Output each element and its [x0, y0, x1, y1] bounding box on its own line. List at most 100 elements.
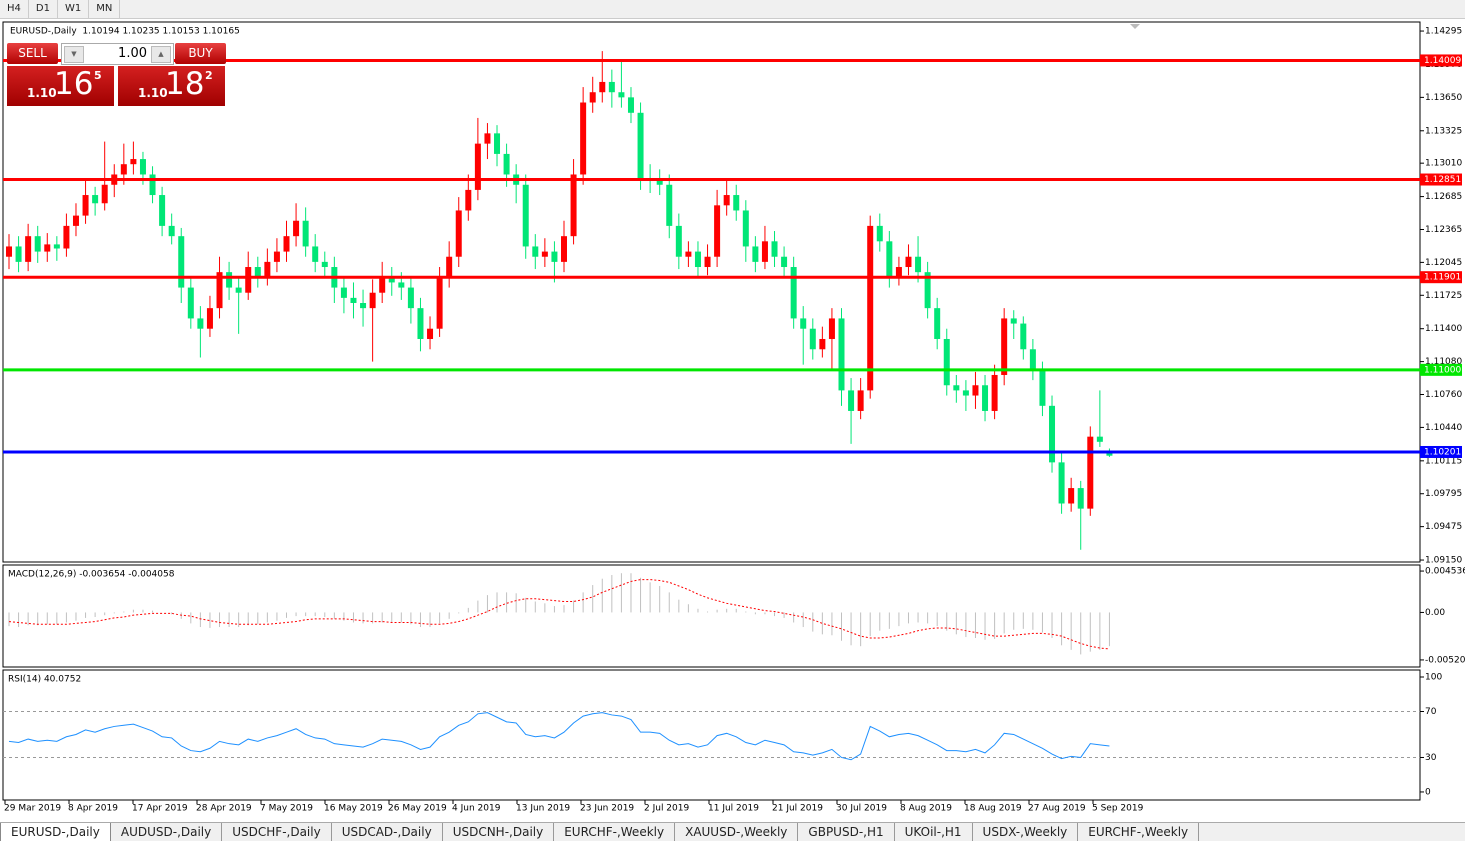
chart-tab[interactable]: EURCHF-,Weekly [1078, 823, 1200, 841]
lot-down[interactable]: ▼ [64, 46, 84, 63]
candle-body [800, 318, 807, 329]
price-pips: 16 [54, 66, 94, 102]
level-label: 1.12851 [1424, 175, 1461, 185]
chart-tab[interactable]: USDX-,Weekly [973, 823, 1079, 841]
candle-body [1077, 488, 1084, 509]
level-label-box [1420, 445, 1462, 458]
level-label: 1.14009 [1424, 56, 1461, 66]
candle-body [905, 256, 912, 268]
candle-body [293, 220, 300, 237]
x-tick-label: 8 Apr 2019 [68, 804, 118, 814]
candle-body [350, 297, 357, 304]
candle-body [886, 241, 893, 278]
timeframe-button[interactable]: D1 [29, 0, 58, 18]
level-label-box [1420, 54, 1462, 67]
candle-body [474, 143, 481, 190]
candle-body [216, 272, 223, 309]
chart-tab[interactable]: USDCNH-,Daily [443, 823, 555, 841]
lot-value: 1.00 [118, 46, 147, 61]
rsi-line [8, 712, 1110, 761]
candle-body [72, 215, 79, 226]
sell-button[interactable]: SELL [7, 43, 58, 64]
x-tick-label: 2 Jul 2019 [644, 804, 689, 814]
y-tick-label: 1.14295 [1425, 27, 1462, 37]
chart-tabs: EURUSD-,Daily AUDUSD-,Daily USDCHF-,Daily U… [0, 822, 1465, 841]
y-tick-label: 30 [1425, 753, 1437, 763]
trade-panel: SELL ▼ 1.00 ▲ BUY 1.10 16 5 1.10 18 2 [7, 43, 226, 107]
candle-body [197, 318, 204, 329]
timeframe-button[interactable]: H4 [0, 0, 29, 18]
x-tick-label: 21 Jul 2019 [772, 804, 823, 814]
lot-input[interactable]: ▼ 1.00 ▲ [61, 43, 174, 65]
candle-body [149, 174, 156, 196]
x-tick-label: 4 Jun 2019 [452, 804, 501, 814]
candle-body [608, 81, 615, 93]
y-tick-label: 0.004536 [1425, 567, 1465, 577]
x-tick-label: 13 Jun 2019 [516, 804, 570, 814]
candle-body [159, 195, 166, 226]
candle-body [982, 385, 989, 411]
candle-body [379, 277, 386, 293]
timeframe-button[interactable]: MN [89, 0, 121, 18]
rsi-title: RSI(14) 40.0752 [8, 675, 81, 685]
candle-body [101, 184, 108, 204]
candle-body [340, 287, 347, 298]
y-tick-label: 1.10440 [1425, 423, 1462, 433]
x-tick-label: 26 May 2019 [388, 804, 447, 814]
candle-body [857, 390, 864, 411]
candle-body [1029, 349, 1036, 370]
y-tick-label: 1.12685 [1425, 192, 1462, 202]
candle-body [25, 236, 32, 262]
candle-body [178, 236, 185, 288]
y-tick-label: 1.10760 [1425, 390, 1462, 400]
candle-body [599, 81, 606, 93]
chart-tab[interactable]: EURUSD-,Daily [0, 823, 111, 841]
candle-body [819, 338, 826, 350]
candle-body [15, 246, 22, 262]
x-tick-label: 11 Jul 2019 [708, 804, 759, 814]
sell-price[interactable]: 1.10 16 5 [7, 66, 114, 106]
candle-body [895, 267, 902, 278]
candle-body [312, 246, 319, 262]
candle-body [206, 308, 213, 329]
candle-body [570, 174, 577, 237]
candle-body [962, 390, 969, 396]
candle-body [675, 225, 682, 257]
y-tick-label: 1.13650 [1425, 93, 1462, 103]
candle-body [637, 112, 644, 180]
y-tick-label: 1.12045 [1425, 258, 1462, 268]
chart: EURUSD-,Daily 1.10194 1.10235 1.10153 1.… [2, 21, 1465, 814]
candle-body [436, 277, 443, 329]
y-tick-label: 1.11400 [1425, 324, 1462, 334]
candle-body [1068, 488, 1075, 504]
x-tick-label: 29 Mar 2019 [4, 804, 61, 814]
lot-up[interactable]: ▲ [151, 46, 171, 63]
x-tick-label: 8 Aug 2019 [900, 804, 952, 814]
timeframe-button[interactable]: W1 [58, 0, 90, 18]
buy-price[interactable]: 1.10 18 2 [118, 66, 225, 106]
x-tick-label: 28 Apr 2019 [196, 804, 252, 814]
chart-tab[interactable]: AUDUSD-,Daily [111, 823, 223, 841]
candle-body [44, 244, 51, 252]
chart-tab[interactable]: USDCAD-,Daily [332, 823, 443, 841]
chart-tab[interactable]: USDCHF-,Daily [222, 823, 332, 841]
candle-body [484, 133, 491, 144]
x-tick-label: 27 Aug 2019 [1028, 804, 1086, 814]
chart-tab[interactable]: XAUUSD-,Weekly [675, 823, 799, 841]
macd-signal [8, 579, 1110, 650]
candle-body [53, 244, 60, 249]
y-tick-label: 1.09795 [1425, 489, 1462, 499]
candle-body [551, 251, 558, 262]
candle-body [1096, 436, 1103, 442]
candle-body [407, 287, 414, 309]
chart-tab[interactable]: EURCHF-,Weekly [554, 823, 676, 841]
candle-body [187, 287, 194, 319]
x-tick-label: 18 Aug 2019 [964, 804, 1022, 814]
chart-tab[interactable]: UKOil-,H1 [895, 823, 973, 841]
candle-body [666, 184, 673, 226]
chart-tab[interactable]: GBPUSD-,H1 [798, 823, 895, 841]
candle-body [245, 267, 252, 293]
y-tick-label: 1.12365 [1425, 225, 1462, 235]
candle-body [541, 251, 548, 257]
buy-button[interactable]: BUY [175, 43, 226, 64]
